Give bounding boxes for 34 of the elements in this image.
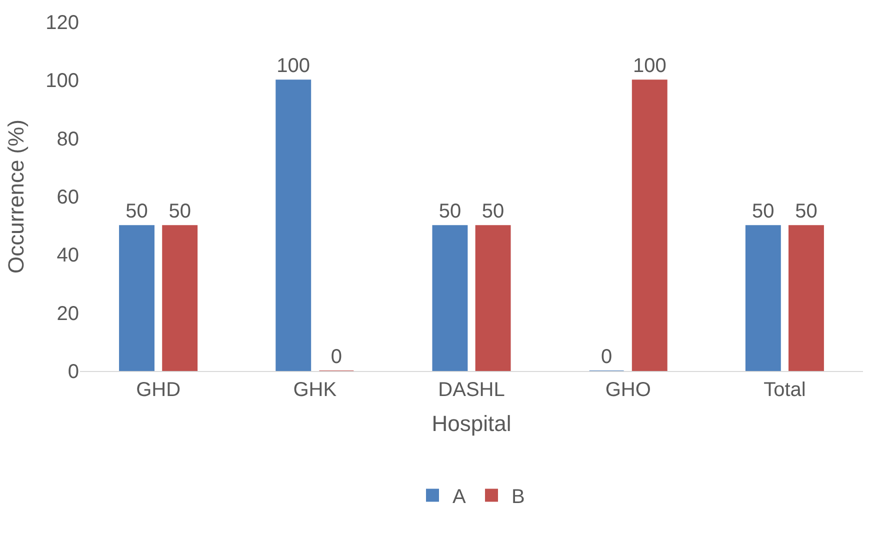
data-label: 50 bbox=[795, 200, 818, 223]
legend-label: B bbox=[512, 486, 525, 508]
y-tick-label: 80 bbox=[56, 128, 79, 150]
bar bbox=[788, 225, 824, 371]
data-label: 50 bbox=[482, 200, 504, 223]
bar bbox=[162, 225, 198, 371]
bar bbox=[745, 225, 781, 371]
y-tick-label: 120 bbox=[46, 12, 79, 34]
y-tick-label: 0 bbox=[68, 361, 79, 383]
x-tick-label: DASHL bbox=[438, 379, 505, 401]
data-label: 50 bbox=[126, 200, 148, 223]
data-label: 0 bbox=[601, 346, 612, 368]
bar bbox=[475, 225, 511, 371]
data-label: 100 bbox=[276, 55, 310, 78]
x-tick-label: GHD bbox=[136, 379, 181, 401]
x-tick-label: Total bbox=[764, 379, 806, 401]
x-tick-label: GHO bbox=[605, 379, 651, 401]
y-tick-label: 20 bbox=[56, 302, 79, 325]
y-axis-title: Occurrence (%) bbox=[3, 119, 28, 274]
bar bbox=[432, 225, 468, 371]
data-label: 0 bbox=[330, 346, 342, 368]
bar bbox=[632, 80, 668, 371]
data-label: 100 bbox=[632, 55, 666, 78]
data-label: 50 bbox=[752, 200, 774, 223]
x-tick-label: GHK bbox=[293, 379, 338, 401]
bar bbox=[276, 80, 312, 371]
y-tick-label: 100 bbox=[46, 70, 79, 92]
legend-label: A bbox=[452, 486, 466, 508]
data-label: 50 bbox=[438, 200, 462, 223]
y-tick-label: 40 bbox=[56, 244, 79, 267]
x-axis-title: Hospital bbox=[432, 410, 512, 436]
y-tick-label: 60 bbox=[56, 186, 79, 208]
data-label: 50 bbox=[168, 200, 191, 223]
bar bbox=[119, 225, 154, 371]
